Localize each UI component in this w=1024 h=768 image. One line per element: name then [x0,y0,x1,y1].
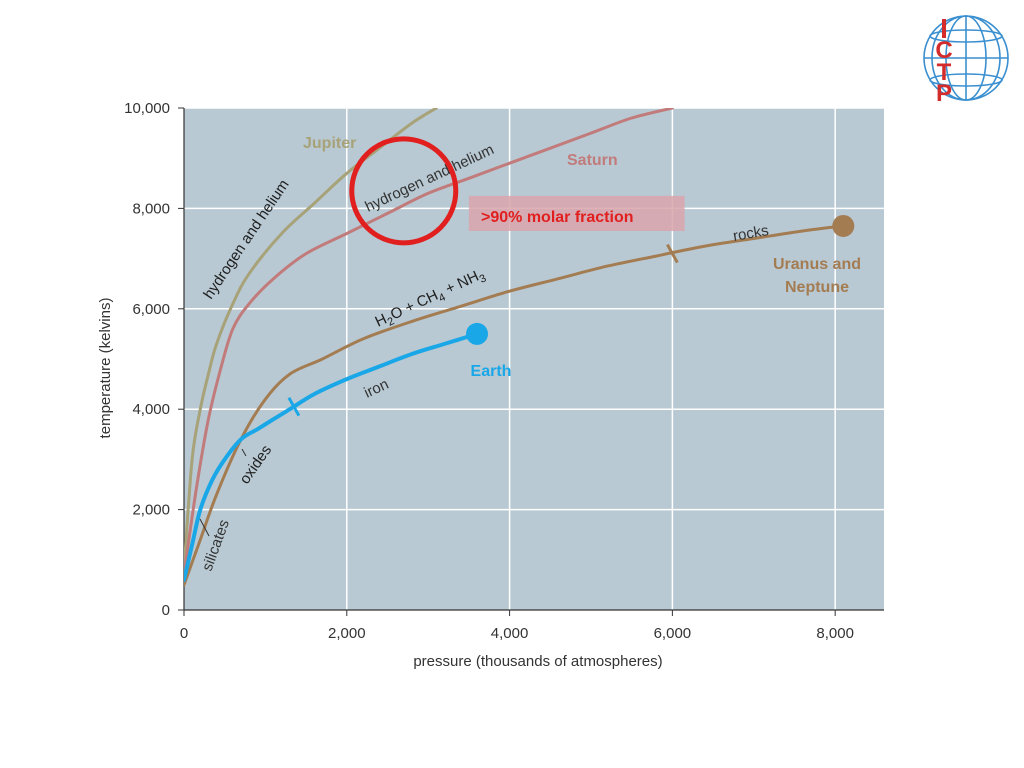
logo-letter-p: P [936,80,952,107]
tick-labels: 0 2,000 4,000 6,000 8,000 0 2,000 4,000 6,000 8,0… [124,100,854,642]
y-axis-title: temperature (kelvins) [97,298,114,439]
series-line-jupiter [184,108,438,572]
y-tick-label: 6,000 [132,301,170,318]
ictp-logo: I C T P [923,13,1009,107]
y-tick-label: 0 [162,602,170,619]
logo-letter-c: C [935,37,952,64]
oxides-leader [241,448,247,457]
label-uranus-neptune-line2: Neptune [785,279,849,296]
axes [178,107,884,616]
series-markers [287,214,855,417]
y-tick-label: 4,000 [132,401,170,418]
label-jupiter: Jupiter [303,135,356,152]
grid-lines [184,107,884,610]
boundary-tick-mark [287,396,301,417]
series-line-earth [184,331,479,582]
label-earth: Earth [471,363,512,380]
logo-letter-i: I [940,13,948,44]
x-tick-label: 2,000 [328,625,366,642]
silicates-leader [199,518,210,537]
x-axis-title: pressure (thousands of atmospheres) [413,653,662,670]
x-tick-label: 6,000 [654,625,692,642]
highlight-circle [349,136,459,246]
x-tick-label: 4,000 [491,625,529,642]
endpoint-marker [832,214,855,237]
y-tick-label: 10,000 [124,100,170,117]
molar-fraction-highlight [468,195,685,231]
label-saturn: Saturn [567,152,618,169]
series-line-saturn [184,108,674,577]
logo-letter-t: T [937,59,952,86]
label-uranus-neptune-line1: Uranus and [773,256,861,273]
plot-area [184,108,884,610]
label-rocks: rocks [732,222,770,245]
globe-icon [923,15,1009,101]
boundary-tick-mark [666,243,679,264]
x-tick-label: 0 [180,625,188,642]
endpoint-marker [466,322,489,345]
series-lines [184,108,845,587]
y-tick-label: 2,000 [132,502,170,519]
y-tick-label: 8,000 [132,200,170,217]
x-tick-label: 8,000 [816,625,854,642]
label-molar-fraction: >90% molar fraction [481,209,634,226]
